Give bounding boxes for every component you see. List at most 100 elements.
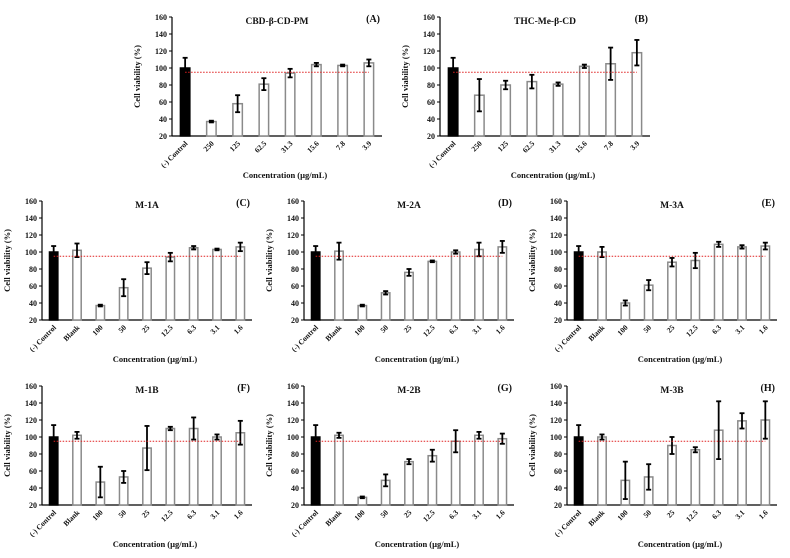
y-tick-label: 120 [25, 416, 37, 425]
y-tick-label: 160 [25, 197, 37, 206]
bar-chart-d: 20 40 60 80 100 120 140 160 (-) Control Blank 100 5… [264, 197, 514, 364]
x-tick-label: 62.5 [253, 139, 269, 155]
y-tick-label: 80 [159, 81, 167, 90]
y-tick-label: 80 [291, 450, 299, 459]
bar [497, 246, 508, 321]
x-tick-label: 12.5 [421, 508, 437, 524]
bar [334, 434, 344, 506]
bar-chart-c: 20 40 60 80 100 120 140 160 (-) Control Blank 100 5… [2, 197, 252, 364]
y-axis-label: Cell viability (%) [2, 229, 12, 292]
x-tick-label: 25 [402, 323, 414, 335]
x-tick-label: (-) Control [290, 323, 321, 354]
y-tick-label: 100 [25, 433, 37, 442]
y-tick-label: 160 [550, 197, 562, 206]
bar [205, 120, 217, 137]
bar-chart-h: 20 40 60 80 100 120 140 160 (-) Control Blank 100 5… [527, 382, 777, 549]
y-tick-label: 60 [29, 467, 37, 476]
bar [380, 292, 391, 321]
bar [72, 249, 82, 321]
control-bar [310, 251, 321, 321]
x-tick-label: 1.6 [232, 508, 245, 521]
x-tick-label: 1.6 [757, 323, 770, 336]
bar [334, 250, 344, 321]
x-axis-label: Concentration (µg/mL) [113, 354, 198, 364]
x-tick-label: 3.1 [208, 323, 221, 336]
x-tick-label: (-) Control [28, 323, 59, 354]
y-tick-label: 140 [550, 399, 562, 408]
y-tick-label: 80 [29, 450, 37, 459]
x-tick-label: 31.3 [547, 139, 563, 155]
x-tick-label: (-) Control [553, 508, 584, 539]
y-tick-label: 80 [554, 450, 562, 459]
bar [310, 63, 322, 137]
x-tick-label: 100 [90, 323, 104, 337]
control-bar [573, 251, 584, 321]
x-tick-label: 7.8 [334, 139, 347, 152]
x-tick-label: (-) Control [427, 139, 458, 170]
panel-label: (D) [498, 198, 512, 209]
x-tick-label: 6.3 [710, 323, 723, 336]
x-tick-label: 12.5 [159, 508, 175, 524]
y-tick-label: 40 [427, 115, 435, 124]
x-tick-label: Blank [586, 507, 607, 528]
x-tick-label: 12.5 [159, 323, 175, 339]
x-tick-label: 100 [615, 508, 629, 522]
y-tick-label: 20 [29, 316, 37, 325]
y-tick-label: 20 [159, 132, 167, 141]
panel-label: (G) [498, 383, 512, 394]
chart-title: M-2A [397, 201, 421, 211]
x-tick-label: 31.3 [279, 139, 295, 155]
bar [357, 304, 368, 321]
x-axis-label: Concentration (µg/mL) [638, 539, 723, 549]
chart-title: M-3B [660, 386, 684, 396]
x-tick-label: 3.1 [470, 323, 483, 336]
panel-label: (A) [366, 14, 380, 25]
x-tick-label: 1.6 [757, 508, 770, 521]
x-axis-label: Concentration (µg/mL) [375, 539, 460, 549]
x-tick-label: 50 [378, 323, 390, 335]
x-tick-label: Blank [323, 507, 344, 528]
y-tick-label: 60 [554, 467, 562, 476]
x-tick-label: 1.6 [494, 323, 507, 336]
x-tick-label: 12.5 [684, 323, 700, 339]
bar [95, 304, 106, 321]
panel-label: (F) [237, 383, 250, 394]
chart-panel-f: 20 40 60 80 100 120 140 160 (-) Control Blank 100 5… [0, 369, 265, 553]
x-tick-label: 250 [201, 139, 215, 153]
x-tick-label: 50 [116, 508, 128, 520]
bar [690, 259, 701, 321]
bar [713, 243, 724, 321]
bar [597, 251, 607, 321]
bar-chart-a: 20 40 60 80 100 120 140 160 (-) Control 250 125 62.… [132, 13, 382, 180]
y-tick-label: 100 [25, 248, 37, 257]
bar [235, 246, 246, 321]
chart-panel-c: 20 40 60 80 100 120 140 160 (-) Control Blank 100 5… [0, 184, 265, 368]
bar [404, 271, 414, 321]
bar [72, 434, 82, 506]
x-tick-label: 7.8 [602, 139, 615, 152]
bar [258, 83, 270, 137]
chart-panel-a: 20 40 60 80 100 120 140 160 (-) Control 250 125 62.… [130, 0, 395, 184]
y-tick-label: 40 [554, 299, 562, 308]
y-tick-label: 120 [25, 231, 37, 240]
y-tick-label: 40 [291, 484, 299, 493]
x-tick-label: 15.6 [573, 139, 589, 155]
y-tick-label: 40 [554, 484, 562, 493]
x-tick-label: 3.9 [628, 139, 641, 152]
y-tick-label: 20 [554, 316, 562, 325]
y-tick-label: 20 [427, 132, 435, 141]
y-tick-label: 160 [25, 382, 37, 391]
x-tick-label: (-) Control [159, 139, 190, 170]
y-tick-label: 80 [29, 265, 37, 274]
x-axis-label: Concentration (µg/mL) [375, 354, 460, 364]
bar [597, 436, 607, 506]
y-axis-label: Cell viability (%) [2, 414, 12, 477]
x-tick-label: (-) Control [28, 508, 59, 539]
y-tick-label: 60 [29, 282, 37, 291]
y-axis-label: Cell viability (%) [527, 414, 537, 477]
bar [427, 260, 438, 321]
y-tick-label: 60 [291, 467, 299, 476]
panel-label: (C) [236, 198, 250, 209]
x-tick-label: 125 [496, 139, 510, 153]
y-tick-label: 100 [287, 433, 299, 442]
